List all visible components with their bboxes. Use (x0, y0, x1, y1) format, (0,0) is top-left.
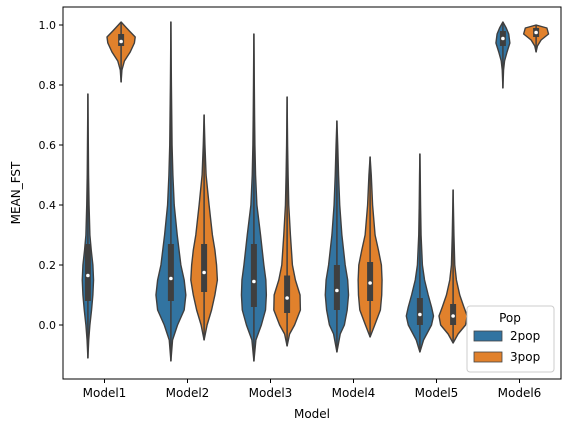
x-tick-label: Model2 (166, 386, 210, 400)
x-axis-label: Model (294, 407, 330, 421)
violin-iqr-box (284, 275, 291, 313)
violin-3pop-Model3 (273, 96, 302, 347)
violin-3pop-Model1 (106, 21, 136, 83)
y-axis: 0.0 0.2 0.4 0.6 0.8 1.0 (39, 19, 63, 332)
violin-2pop-Model6 (495, 21, 511, 89)
x-tick-label: Model6 (498, 386, 542, 400)
x-tick-label: Model1 (83, 386, 127, 400)
x-tick-label: Model5 (415, 386, 459, 400)
violin-median-dot (202, 270, 206, 275)
violin-iqr-box (333, 265, 340, 310)
violin-3pop-Model2 (190, 114, 219, 341)
y-axis-label: MEAN_FST (9, 161, 23, 224)
violin-median-dot (451, 314, 455, 318)
violin-3pop-Model4 (357, 156, 383, 338)
violin-iqr-box (201, 244, 208, 292)
violin-2pop-Model1 (81, 93, 95, 359)
violin-3pop-Model5 (438, 189, 468, 344)
violin-3pop-Model6 (522, 24, 550, 53)
violin-median-dot (86, 273, 90, 278)
violin-iqr-box (416, 298, 423, 325)
y-tick-label: 0.4 (39, 199, 57, 212)
violin-median-dot (169, 276, 173, 281)
violin-2pop-Model2 (155, 21, 187, 362)
violin-median-dot (534, 30, 538, 35)
plot-area-frame (62, 6, 562, 380)
legend-label-3pop: 3pop (510, 350, 540, 364)
violin-median-dot (335, 288, 339, 293)
violin-iqr-box (250, 244, 257, 307)
violin-2pop-Model5 (405, 153, 435, 353)
violin-iqr-box (167, 244, 174, 301)
violin-layer (81, 21, 550, 362)
y-tick-label: 0.8 (39, 79, 57, 92)
violin-median-dot (501, 36, 505, 41)
y-tick-label: 0.0 (39, 319, 57, 332)
legend: Pop 2pop 3pop (466, 305, 555, 373)
violin-iqr-box (84, 244, 91, 301)
legend-label-2pop: 2pop (510, 329, 540, 343)
x-axis: Model1 Model2 Model3 Model4 Model5 Model6 (83, 379, 542, 400)
x-tick-label: Model3 (249, 386, 293, 400)
x-tick-label: Model4 (332, 386, 376, 400)
violin-median-dot (119, 39, 123, 44)
y-tick-label: 0.2 (39, 259, 57, 272)
violin-2pop-Model3 (240, 33, 268, 362)
violin-median-dot (285, 296, 289, 300)
violin-2pop-Model4 (324, 120, 350, 353)
legend-title: Pop (499, 311, 521, 325)
violin-median-dot (252, 279, 256, 284)
y-tick-label: 0.6 (39, 139, 57, 152)
violin-median-dot (418, 312, 422, 317)
y-tick-label: 1.0 (39, 19, 57, 32)
legend-swatch-3pop (473, 351, 503, 363)
legend-swatch-2pop (473, 330, 503, 342)
violin-median-dot (368, 281, 372, 285)
